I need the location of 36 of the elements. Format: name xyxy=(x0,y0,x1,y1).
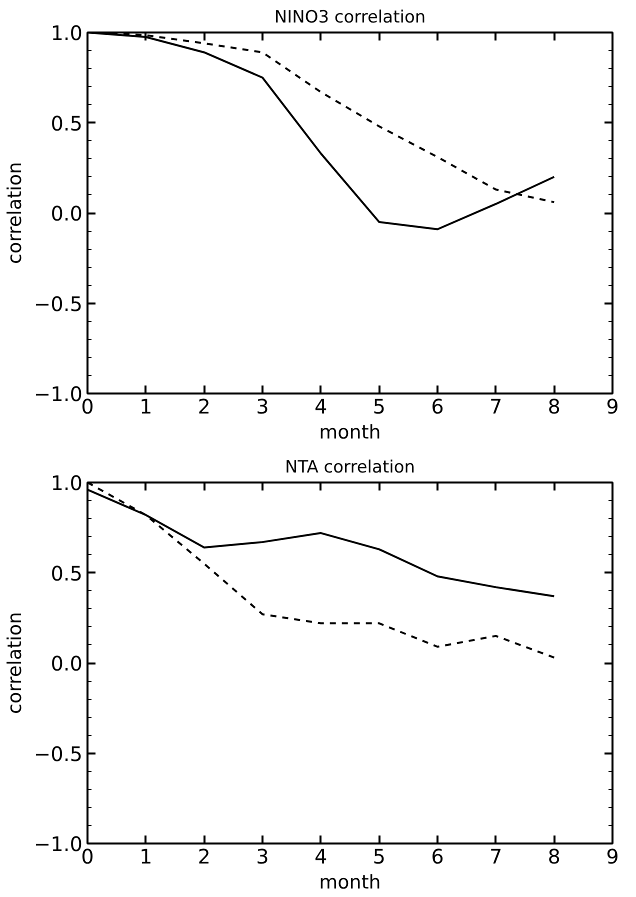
x-tick-label: 3 xyxy=(256,844,269,868)
y-tick-label: 1.0 xyxy=(50,21,83,45)
x-tick-label: 0 xyxy=(81,844,94,868)
x-tick-label: 3 xyxy=(256,394,269,418)
y-tick-label: 0.5 xyxy=(50,561,83,586)
x-tick-label: 7 xyxy=(489,844,502,868)
x-tick-label: 9 xyxy=(606,844,619,868)
chart-title: NINO3 correlation xyxy=(274,8,426,28)
x-axis-title: month xyxy=(319,872,381,894)
x-tick-label: 4 xyxy=(314,844,328,868)
y-tick-label: −0.5 xyxy=(34,292,83,316)
x-tick-label: 2 xyxy=(198,394,211,418)
x-tick-label: 0 xyxy=(81,394,94,418)
x-tick-label: 9 xyxy=(606,394,619,418)
x-tick-label: 6 xyxy=(431,394,444,418)
y-tick-label: −0.5 xyxy=(34,742,83,766)
chart-title: NTA correlation xyxy=(284,458,416,478)
y-tick-label: −1.0 xyxy=(34,832,83,856)
y-tick-label: −1.0 xyxy=(34,382,83,406)
x-axis-title: month xyxy=(319,422,381,444)
x-tick-label: 4 xyxy=(314,394,328,418)
x-tick-label: 7 xyxy=(489,394,502,418)
y-tick-label: 0.0 xyxy=(50,202,83,226)
x-tick-label: 5 xyxy=(372,394,386,418)
x-tick-label: 8 xyxy=(548,844,561,868)
y-tick-label: 1.0 xyxy=(50,471,83,495)
y-axis-title: correlation xyxy=(4,612,26,714)
y-axis-title: correlation xyxy=(4,162,26,264)
x-tick-label: 1 xyxy=(139,394,152,418)
x-tick-label: 2 xyxy=(198,844,211,868)
x-tick-label: 1 xyxy=(139,844,152,868)
x-tick-label: 5 xyxy=(372,844,386,868)
y-tick-label: 0.5 xyxy=(50,111,83,136)
y-tick-label: 0.0 xyxy=(50,652,83,676)
x-tick-label: 6 xyxy=(431,844,444,868)
x-tick-label: 8 xyxy=(548,394,561,418)
